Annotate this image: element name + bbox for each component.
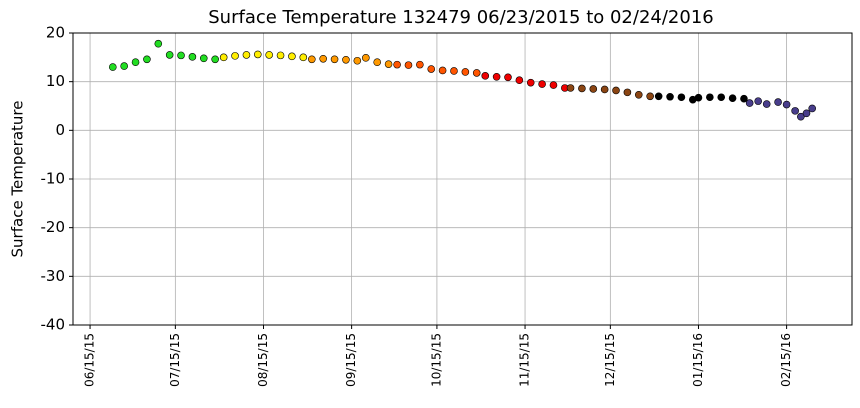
data-point	[242, 51, 251, 59]
data-point	[526, 78, 535, 87]
data-point	[308, 55, 316, 64]
data-point	[143, 55, 151, 64]
y-tick-label: -20	[41, 218, 66, 236]
data-point	[808, 104, 816, 113]
data-point	[165, 51, 174, 59]
data-point	[299, 53, 308, 62]
data-point	[177, 51, 185, 60]
plot-frame	[72, 32, 853, 326]
data-point	[404, 61, 413, 69]
data-point	[472, 69, 481, 77]
data-point	[549, 81, 558, 89]
data-point	[717, 93, 726, 102]
y-tick-label: 10	[46, 72, 65, 90]
data-point	[492, 73, 501, 81]
data-point	[319, 54, 327, 63]
data-point	[654, 92, 663, 101]
data-point	[728, 94, 737, 103]
data-point	[373, 58, 382, 67]
data-point	[754, 97, 762, 105]
data-point	[762, 100, 771, 108]
data-point	[634, 91, 643, 99]
data-point	[481, 72, 490, 80]
data-point	[154, 39, 163, 48]
y-axis-label: Surface Temperature	[9, 101, 27, 258]
data-point	[427, 65, 436, 73]
x-tick-label: 08/15/15	[256, 333, 270, 387]
data-point	[774, 98, 782, 106]
x-tick-label: 11/15/15	[518, 333, 532, 387]
data-point	[538, 80, 546, 88]
data-point	[600, 85, 609, 94]
data-point	[288, 52, 296, 61]
x-tick-label: 10/15/15	[429, 333, 443, 387]
data-point	[276, 51, 285, 60]
data-point	[120, 62, 128, 70]
y-tick-label: 0	[55, 121, 65, 139]
data-point	[393, 60, 401, 69]
x-tick-label: 01/15/16	[691, 333, 705, 387]
x-tick-label: 02/15/16	[779, 333, 793, 387]
data-point	[706, 93, 714, 102]
chart-title: Surface Temperature 132479 06/23/2015 to…	[208, 7, 713, 28]
data-point	[231, 52, 239, 60]
data-point	[219, 53, 228, 62]
data-point	[253, 50, 262, 59]
data-point	[109, 63, 117, 71]
data-point	[791, 107, 799, 115]
data-point	[450, 67, 458, 75]
data-point	[384, 60, 393, 68]
data-point	[199, 54, 208, 63]
x-tick-label: 07/15/15	[168, 333, 182, 387]
data-point	[666, 92, 674, 101]
y-tick-label: -10	[41, 170, 66, 188]
data-point	[504, 73, 512, 82]
data-point	[782, 100, 791, 109]
y-tick-label: -30	[41, 267, 66, 285]
data-point	[353, 56, 362, 65]
data-point	[677, 93, 686, 102]
x-tick-label: 09/15/15	[344, 333, 358, 387]
data-point	[623, 88, 632, 97]
data-point	[461, 68, 470, 76]
data-point	[342, 55, 350, 64]
data-point	[740, 94, 748, 103]
data-point	[578, 84, 586, 93]
data-point	[694, 93, 703, 102]
data-point	[362, 54, 370, 62]
data-point	[646, 92, 654, 101]
data-point	[515, 76, 524, 85]
data-point	[802, 109, 811, 118]
data-point	[797, 112, 805, 121]
data-point	[330, 55, 339, 64]
data-point	[438, 66, 447, 75]
data-point	[566, 84, 575, 92]
data-point	[416, 60, 424, 69]
data-point	[188, 53, 197, 61]
data-point	[211, 55, 219, 64]
x-tick-label: 12/15/15	[603, 333, 617, 387]
data-point	[131, 58, 140, 67]
data-point	[265, 51, 273, 59]
data-point	[612, 86, 620, 95]
data-point	[589, 85, 598, 93]
data-point	[745, 99, 754, 107]
y-tick-label: -40	[41, 316, 66, 334]
y-tick-label: 20	[46, 24, 65, 42]
x-tick-label: 06/15/15	[83, 333, 97, 387]
